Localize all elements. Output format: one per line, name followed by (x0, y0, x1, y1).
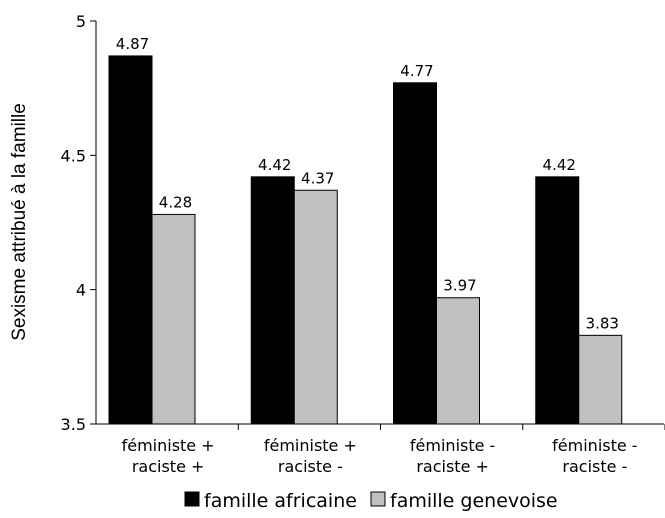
data-label-genevoise-3: 3.83 (586, 314, 619, 332)
bar-genevoise-0 (151, 213, 196, 425)
category-label-1-1: raciste - (278, 457, 343, 476)
data-label-africaine-0: 4.87 (116, 35, 149, 53)
bar-africaine-0 (108, 55, 153, 425)
category-label-1-0: féministe + (264, 436, 357, 455)
y-tick-label-0: 3.5 (61, 415, 86, 434)
legend-label-0: famille africaine (204, 490, 357, 512)
y-tick-label-1: 4 (76, 281, 86, 300)
bar-africaine-2 (393, 82, 437, 425)
bar-genevoise-3 (578, 334, 623, 425)
y-axis-title: Sexisme attribué à la famille (9, 103, 30, 341)
bar-africaine-1 (250, 176, 295, 425)
data-label-africaine-3: 4.42 (543, 156, 576, 174)
labels-group: 4.87 4.28 4.42 4.37 4.77 3.97 4.42 3.83 3.5 4 4.5 5… (61, 12, 638, 476)
category-label-2-0: féministe - (410, 436, 495, 455)
axes-group (90, 20, 665, 430)
bar-genevoise-2 (436, 297, 480, 425)
legend: famille africaine famille genevoise (184, 490, 558, 512)
data-label-genevoise-1: 4.37 (301, 169, 334, 187)
y-tick-label-3: 5 (76, 12, 86, 31)
data-label-africaine-1: 4.42 (258, 156, 291, 174)
category-label-0-1: raciste + (132, 457, 205, 476)
legend-swatch-0 (184, 491, 200, 507)
data-label-genevoise-0: 4.28 (159, 193, 192, 211)
data-label-genevoise-2: 3.97 (443, 277, 476, 295)
category-label-2-1: raciste + (416, 457, 489, 476)
legend-label-1: famille genevoise (390, 490, 558, 512)
legend-swatch-1 (370, 491, 386, 507)
category-label-0-0: féministe + (122, 436, 215, 455)
bar-genevoise-1 (293, 189, 338, 425)
bars-group (108, 55, 623, 425)
bar-africaine-3 (535, 176, 580, 425)
data-label-africaine-2: 4.77 (400, 62, 433, 80)
category-label-3-0: féministe - (552, 436, 637, 455)
y-tick-label-2: 4.5 (61, 146, 86, 165)
category-label-3-1: raciste - (562, 457, 627, 476)
